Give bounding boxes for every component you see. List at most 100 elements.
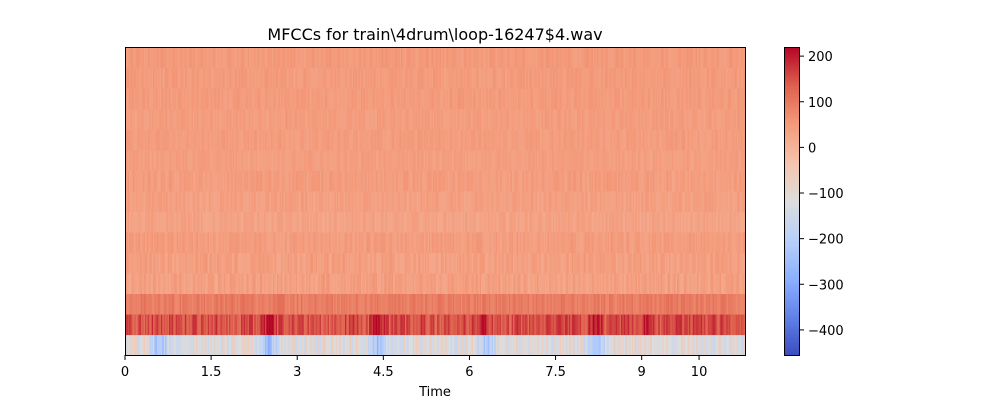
heatmap-cell	[143, 272, 146, 294]
heatmap-cell	[607, 313, 610, 336]
heatmap-cell	[418, 313, 421, 336]
heatmap-cell	[367, 129, 370, 151]
heatmap-cell	[699, 149, 702, 171]
heatmap-cell	[614, 149, 617, 171]
heatmap-cell	[574, 211, 577, 233]
heatmap-cell	[205, 231, 207, 253]
heatmap-cell	[170, 231, 173, 253]
heatmap-cell	[202, 149, 205, 171]
heatmap-cell	[683, 149, 686, 171]
heatmap-cell	[267, 149, 270, 171]
heatmap-cell	[339, 149, 342, 171]
heatmap-cell	[302, 129, 305, 151]
heatmap-cell	[579, 313, 582, 336]
heatmap-cell	[225, 334, 227, 356]
heatmap-cell	[171, 252, 174, 274]
heatmap-cell	[509, 149, 511, 171]
heatmap-cell	[381, 129, 383, 151]
heatmap-cell	[219, 334, 222, 356]
heatmap-cell	[147, 170, 150, 192]
heatmap-cell	[163, 170, 166, 192]
heatmap-cell	[131, 293, 134, 315]
heatmap-cell	[326, 272, 329, 294]
heatmap-cell	[709, 170, 711, 192]
heatmap-cell	[737, 293, 739, 315]
heatmap-cell	[607, 149, 610, 171]
heatmap-cell	[185, 170, 187, 192]
heatmap-cell	[137, 293, 139, 315]
heatmap-cell	[243, 170, 246, 192]
heatmap-cell	[586, 334, 589, 356]
heatmap-cell	[386, 170, 389, 192]
heatmap-cell	[281, 129, 283, 151]
heatmap-cell	[739, 313, 742, 336]
heatmap-cell	[198, 231, 201, 253]
heatmap-cell	[462, 129, 465, 151]
heatmap-cell	[729, 252, 731, 274]
heatmap-cell	[503, 313, 506, 336]
heatmap-cell	[405, 293, 407, 315]
heatmap-cell	[179, 293, 182, 315]
heatmap-cell	[683, 293, 686, 315]
heatmap-cell	[610, 293, 613, 315]
heatmap-cell	[569, 252, 571, 274]
heatmap-cell	[727, 313, 730, 336]
heatmap-cell	[574, 190, 577, 212]
heatmap-cell	[425, 231, 427, 253]
heatmap-cell	[619, 170, 622, 192]
heatmap-cell	[446, 211, 449, 233]
heatmap-cell	[250, 334, 253, 356]
heatmap-cell	[666, 313, 669, 336]
heatmap-cell	[179, 190, 182, 212]
heatmap-cell	[138, 293, 141, 315]
heatmap-cell	[626, 272, 629, 294]
heatmap-cell	[666, 252, 669, 274]
heatmap-cell	[730, 211, 733, 233]
heatmap-cell	[334, 231, 337, 253]
heatmap-cell	[661, 190, 663, 212]
heatmap-cell	[235, 190, 238, 212]
heatmap-cell	[589, 252, 591, 274]
heatmap-cell	[217, 149, 219, 171]
heatmap-cell	[253, 170, 255, 192]
heatmap-cell	[207, 231, 210, 253]
heatmap-cell	[182, 272, 185, 294]
heatmap-cell	[301, 149, 303, 171]
heatmap-cell	[245, 252, 247, 274]
heatmap-cell	[742, 149, 745, 171]
heatmap-cell	[186, 334, 189, 356]
heatmap-cell	[209, 190, 211, 212]
heatmap-cell	[522, 170, 525, 192]
heatmap-cell	[639, 190, 642, 212]
heatmap-cell	[410, 190, 413, 212]
heatmap-cell	[235, 252, 238, 274]
heatmap-cell	[247, 293, 250, 315]
heatmap-cell	[391, 149, 394, 171]
heatmap-cell	[645, 272, 647, 294]
heatmap-cell	[550, 170, 553, 192]
heatmap-cell	[310, 211, 313, 233]
heatmap-cell	[666, 149, 669, 171]
heatmap-cell	[685, 211, 687, 233]
heatmap-cell	[667, 190, 670, 212]
heatmap-cell	[265, 313, 267, 336]
heatmap-cell	[522, 190, 525, 212]
heatmap-cell	[371, 149, 374, 171]
heatmap-cell	[577, 334, 579, 356]
heatmap-cell	[349, 170, 351, 192]
heatmap-cell	[525, 293, 527, 315]
heatmap-cell	[743, 252, 746, 274]
heatmap-cell	[331, 231, 334, 253]
heatmap-cell	[295, 149, 298, 171]
heatmap-cell	[589, 334, 591, 356]
heatmap-cell	[202, 211, 205, 233]
heatmap-cell	[287, 231, 290, 253]
heatmap-cell	[571, 231, 574, 253]
heatmap-cell	[671, 190, 674, 212]
heatmap-cell	[609, 313, 611, 336]
heatmap-cell	[427, 231, 430, 253]
heatmap-cell	[447, 231, 450, 253]
heatmap-cell	[303, 272, 306, 294]
heatmap-cell	[237, 149, 239, 171]
heatmap-cell	[165, 170, 167, 192]
